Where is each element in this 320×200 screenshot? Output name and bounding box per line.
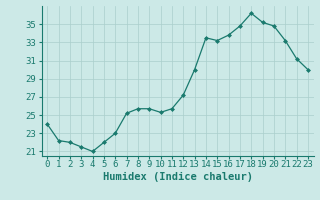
X-axis label: Humidex (Indice chaleur): Humidex (Indice chaleur) [103, 172, 252, 182]
